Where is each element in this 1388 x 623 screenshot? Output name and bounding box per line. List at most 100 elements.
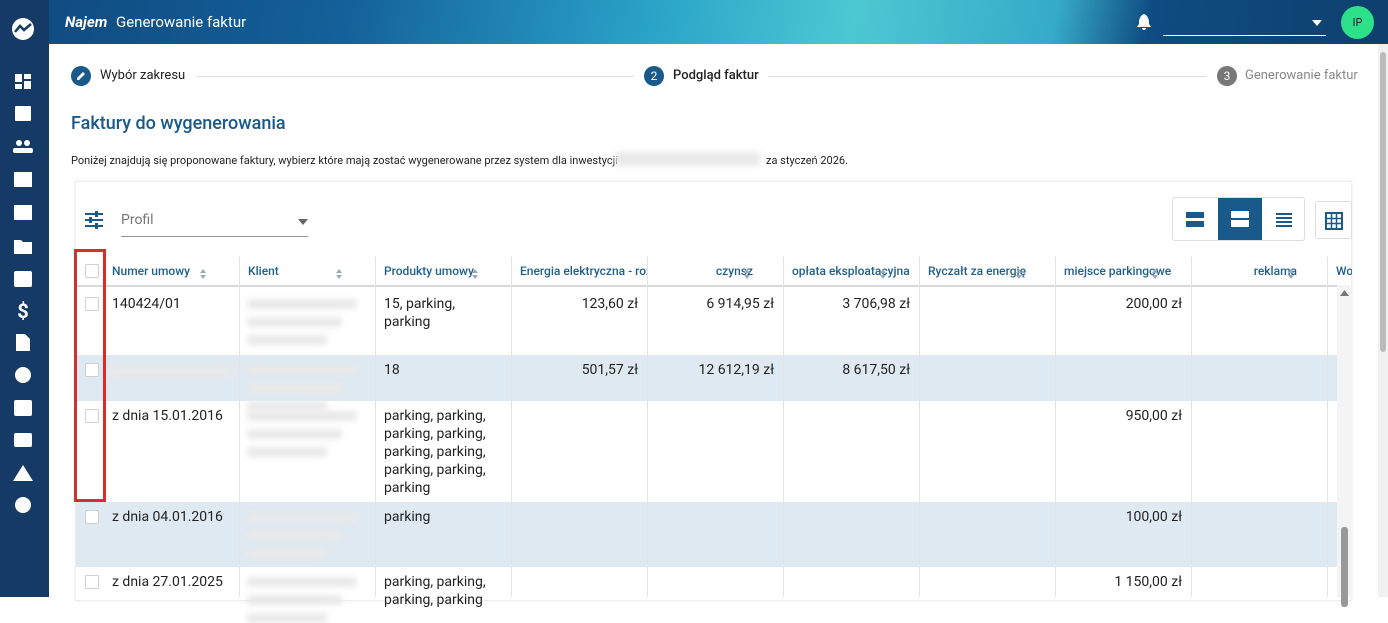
table-cell: 501,57 zł [581, 362, 638, 378]
step-icon [71, 66, 91, 86]
redacted [247, 411, 357, 421]
table-cell: 100,00 zł [1125, 509, 1182, 525]
column-header[interactable]: Wo [1336, 264, 1352, 278]
table-cell: z dnia 15.01.2016 [112, 408, 223, 424]
redacted [247, 530, 342, 540]
sort-icon [199, 265, 207, 279]
row-checkbox[interactable] [85, 363, 99, 377]
step-connector [768, 76, 1206, 77]
table-cell: 6 914,95 zł [706, 296, 774, 312]
highlight-box [74, 249, 106, 502]
column-divider [375, 257, 376, 597]
row-checkbox[interactable] [85, 297, 99, 311]
app-title: Generowanie faktur [116, 13, 247, 31]
filter-icon[interactable] [85, 211, 103, 229]
avatar[interactable]: IP [1341, 6, 1374, 39]
row-checkbox[interactable] [85, 575, 99, 589]
sidebar-icons: $ [12, 18, 34, 513]
period: za styczeń 2026. [766, 154, 848, 167]
select-label: Profil [121, 212, 154, 228]
redacted [615, 152, 760, 166]
redacted [247, 447, 327, 457]
step-label: Generowanie faktur [1245, 68, 1358, 83]
view-toggle [1172, 197, 1305, 241]
redacted [247, 577, 357, 587]
sort-icon [471, 265, 479, 279]
column-divider [647, 257, 648, 597]
table-cell: 200,00 zł [1125, 296, 1182, 312]
table-cell: z dnia 27.01.2025 [112, 574, 223, 590]
column-header[interactable]: Numer umowy [112, 264, 191, 278]
redacted [247, 317, 342, 327]
sort-icon [335, 265, 343, 279]
table-cell: parking, parking, parking, parking, park… [384, 408, 486, 496]
redacted [247, 613, 327, 623]
step-label: Wybór zakresu [100, 68, 186, 83]
column-header[interactable]: miejsce parkingowe [1064, 264, 1172, 278]
view-button[interactable] [1185, 211, 1205, 229]
redacted [247, 512, 357, 522]
sidebar: $ [0, 0, 49, 597]
table-cell: 140424/01 [112, 296, 181, 312]
table-cell: 8 617,50 zł [842, 362, 910, 378]
row-checkbox[interactable] [85, 409, 99, 423]
select-all-checkbox[interactable] [85, 264, 99, 278]
bell-icon[interactable] [1135, 13, 1153, 31]
column-divider [511, 257, 512, 597]
column-divider [1191, 257, 1192, 597]
view-button-active[interactable] [1218, 198, 1262, 240]
row-checkbox[interactable] [85, 510, 99, 524]
redacted [247, 383, 342, 393]
sort-icon [743, 265, 751, 279]
step-number: 2 [644, 66, 664, 86]
profile-select[interactable]: Profil [121, 205, 308, 237]
table-cell: 1 150,00 zł [1114, 574, 1182, 590]
column-header[interactable]: reklama [1253, 264, 1297, 278]
table-cell: 18 [384, 362, 400, 378]
table-scrollbar[interactable] [1337, 285, 1352, 607]
column-header[interactable]: Klient [248, 264, 279, 278]
column-divider [239, 257, 240, 597]
view-button[interactable] [1274, 212, 1294, 228]
grid-button[interactable] [1315, 201, 1352, 239]
page-title: Faktury do wygenerowania [71, 113, 286, 134]
step-label: Podgląd faktur [673, 68, 759, 83]
redacted [247, 335, 327, 345]
redacted [247, 365, 357, 375]
column-header[interactable]: opłata eksploatacyjna [792, 264, 910, 278]
column-divider [783, 257, 784, 597]
redacted [247, 401, 327, 411]
row-highlight [76, 355, 1337, 401]
sort-icon [1015, 265, 1023, 279]
column-header[interactable]: Produkty umowy [384, 264, 474, 278]
brand: Najem [65, 13, 108, 31]
table-cell: 3 706,98 zł [842, 296, 910, 312]
header-border [76, 285, 1337, 287]
table-cell: 950,00 zł [1125, 408, 1182, 424]
svg-text:$: $ [17, 299, 28, 323]
redacted [247, 299, 357, 309]
sort-icon [1287, 265, 1295, 279]
column-divider [1327, 257, 1328, 597]
redacted [247, 548, 327, 558]
column-header[interactable]: Ryczałt za energię [928, 264, 1027, 278]
column-header[interactable]: czynsz [715, 264, 753, 278]
step-connector [196, 76, 634, 77]
column-header[interactable]: Energia elektryczna - roz [520, 264, 647, 278]
column-divider [919, 257, 920, 597]
sort-icon [879, 265, 887, 279]
dropdown[interactable] [1163, 10, 1326, 36]
page-scrollbar[interactable] [1378, 44, 1388, 597]
step-number: 3 [1217, 66, 1237, 86]
sort-icon [1151, 265, 1159, 279]
redacted [247, 429, 342, 439]
redacted [109, 365, 233, 377]
column-divider [1055, 257, 1056, 597]
top-bar: Najem Generowanie faktur IP [49, 0, 1388, 44]
table-cell: 12 612,19 zł [698, 362, 774, 378]
table-cell: parking [384, 509, 431, 525]
description: Poniżej znajdują się proponowane faktury… [71, 154, 618, 167]
table-cell: 15, parking, parking [384, 296, 456, 330]
table-cell: 123,60 zł [581, 296, 638, 312]
